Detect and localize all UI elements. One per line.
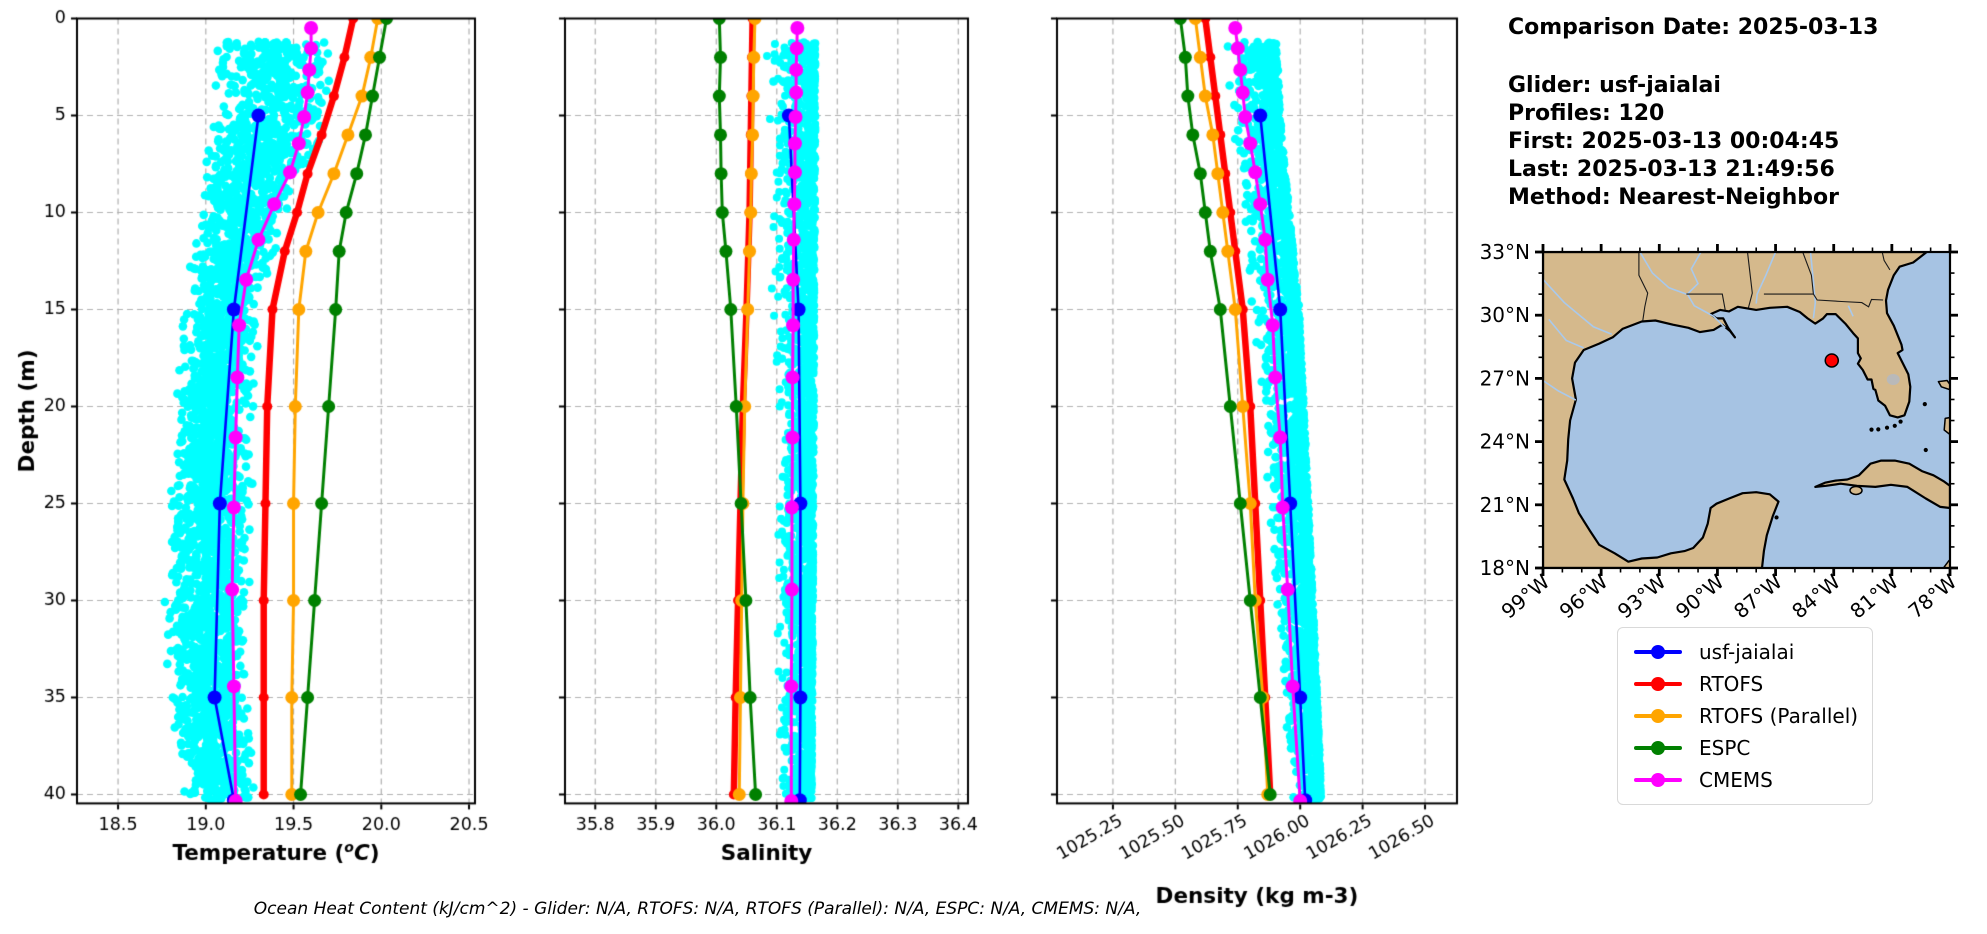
river-line <box>1548 318 1585 349</box>
map-lon-label: 93°W <box>1613 569 1671 623</box>
legend-item-rtofs-parallel: RTOFS (Parallel) <box>1634 704 1864 728</box>
map-lat-label: 30°N <box>1480 303 1530 327</box>
map-lon-label: 84°W <box>1787 569 1845 623</box>
state-border-line <box>1881 252 1891 271</box>
map-lon-label: 87°W <box>1729 569 1787 623</box>
small-island-dot <box>1774 515 1779 520</box>
gulf-of-mexico-map: 33°N30°N27°N24°N21°N18°N99°W 96°W 93°W 90°W… <box>1480 240 1962 623</box>
comparison-date-text: Comparison Date: 2025-03-13 <box>1508 15 1879 40</box>
map-lat-label: 27°N <box>1480 366 1530 390</box>
small-island-dot <box>1876 427 1881 432</box>
lake-okeechobee-shape <box>1886 373 1900 385</box>
map-lat-label: 33°N <box>1480 240 1530 264</box>
legend-swatch <box>1634 645 1682 659</box>
map-layers <box>1543 252 1950 568</box>
profiles-count-text: Profiles: 120 <box>1508 101 1665 126</box>
legend-item-rtofs: RTOFS <box>1634 672 1864 696</box>
map-lat-label: 21°N <box>1480 493 1530 517</box>
small-island-dot <box>1884 425 1890 430</box>
glider-name-text: Glider: usf-jaialai <box>1508 73 1721 98</box>
state-border-line <box>1638 252 1649 321</box>
legend-marker-icon <box>1651 645 1665 659</box>
profile-plots-canvas <box>0 0 1490 934</box>
river-line <box>1639 252 1687 295</box>
map-lat-label: 24°N <box>1480 430 1530 454</box>
last-time-text: Last: 2025-03-13 21:49:56 <box>1508 157 1835 182</box>
river-line <box>1809 252 1817 319</box>
method-text: Method: Nearest-Neighbor <box>1508 185 1839 210</box>
isla-juventud-shape <box>1849 485 1863 496</box>
map-lat-label: 18°N <box>1480 556 1530 580</box>
map-ticks <box>1535 244 1958 576</box>
legend-label: usf-jaialai <box>1699 640 1795 664</box>
legend-label: RTOFS (Parallel) <box>1699 704 1859 728</box>
small-island-dot <box>1923 447 1928 453</box>
state-border-line <box>1802 252 1814 295</box>
glider-metadata: Glider: usf-jaialai Profiles: 120 First:… <box>1508 72 1978 212</box>
legend-swatch <box>1634 773 1682 787</box>
state-border-line <box>1812 293 1884 308</box>
river-line <box>1755 252 1777 304</box>
legend-marker-icon <box>1651 709 1665 723</box>
state-border-line <box>1746 252 1753 308</box>
small-island-dot <box>1869 427 1874 432</box>
legend-label: CMEMS <box>1699 768 1773 792</box>
map-lon-label: 81°W <box>1845 569 1903 623</box>
legend-marker-icon <box>1651 677 1665 691</box>
jamaica-shape <box>1943 559 1950 568</box>
river-line <box>1543 379 1577 401</box>
map-lon-label: 90°W <box>1671 569 1729 623</box>
state-border-line <box>1686 293 1726 310</box>
legend-marker-icon <box>1651 773 1665 787</box>
legend-item-espc: ESPC <box>1634 736 1864 760</box>
info-panel: Comparison Date: 2025-03-13 Glider: usf-… <box>1508 14 1978 212</box>
bahamas-shape <box>1937 379 1950 391</box>
legend: usf-jaialai RTOFS RTOFS (Parallel) ESPC … <box>1617 627 1873 805</box>
small-island-dot <box>1898 419 1903 424</box>
legend-swatch <box>1634 709 1682 723</box>
mainland-shape <box>1543 252 1928 568</box>
legend-marker-icon <box>1651 741 1665 755</box>
map-frame <box>1541 250 1952 570</box>
legend-swatch <box>1634 677 1682 691</box>
first-time-text: First: 2025-03-13 00:04:45 <box>1508 129 1840 154</box>
map-lon-label: 96°W <box>1555 569 1613 623</box>
river-line <box>1543 278 1613 335</box>
legend-label: RTOFS <box>1699 672 1764 696</box>
small-island-dot <box>1922 402 1927 407</box>
legend-label: ESPC <box>1699 736 1751 760</box>
ocean-heat-content-footer: Ocean Heat Content (kJ/cm^2) - Glider: N… <box>253 899 1142 919</box>
river-line <box>1686 252 1726 329</box>
river-line <box>1847 305 1854 317</box>
cuba-shape <box>1814 459 1950 510</box>
legend-swatch <box>1634 741 1682 755</box>
glider-position-marker <box>1824 353 1840 368</box>
small-island-dot <box>1892 423 1897 428</box>
legend-item-glider: usf-jaialai <box>1634 640 1864 664</box>
legend-item-cmems: CMEMS <box>1634 768 1864 792</box>
map-lon-label: 78°W <box>1903 569 1961 623</box>
